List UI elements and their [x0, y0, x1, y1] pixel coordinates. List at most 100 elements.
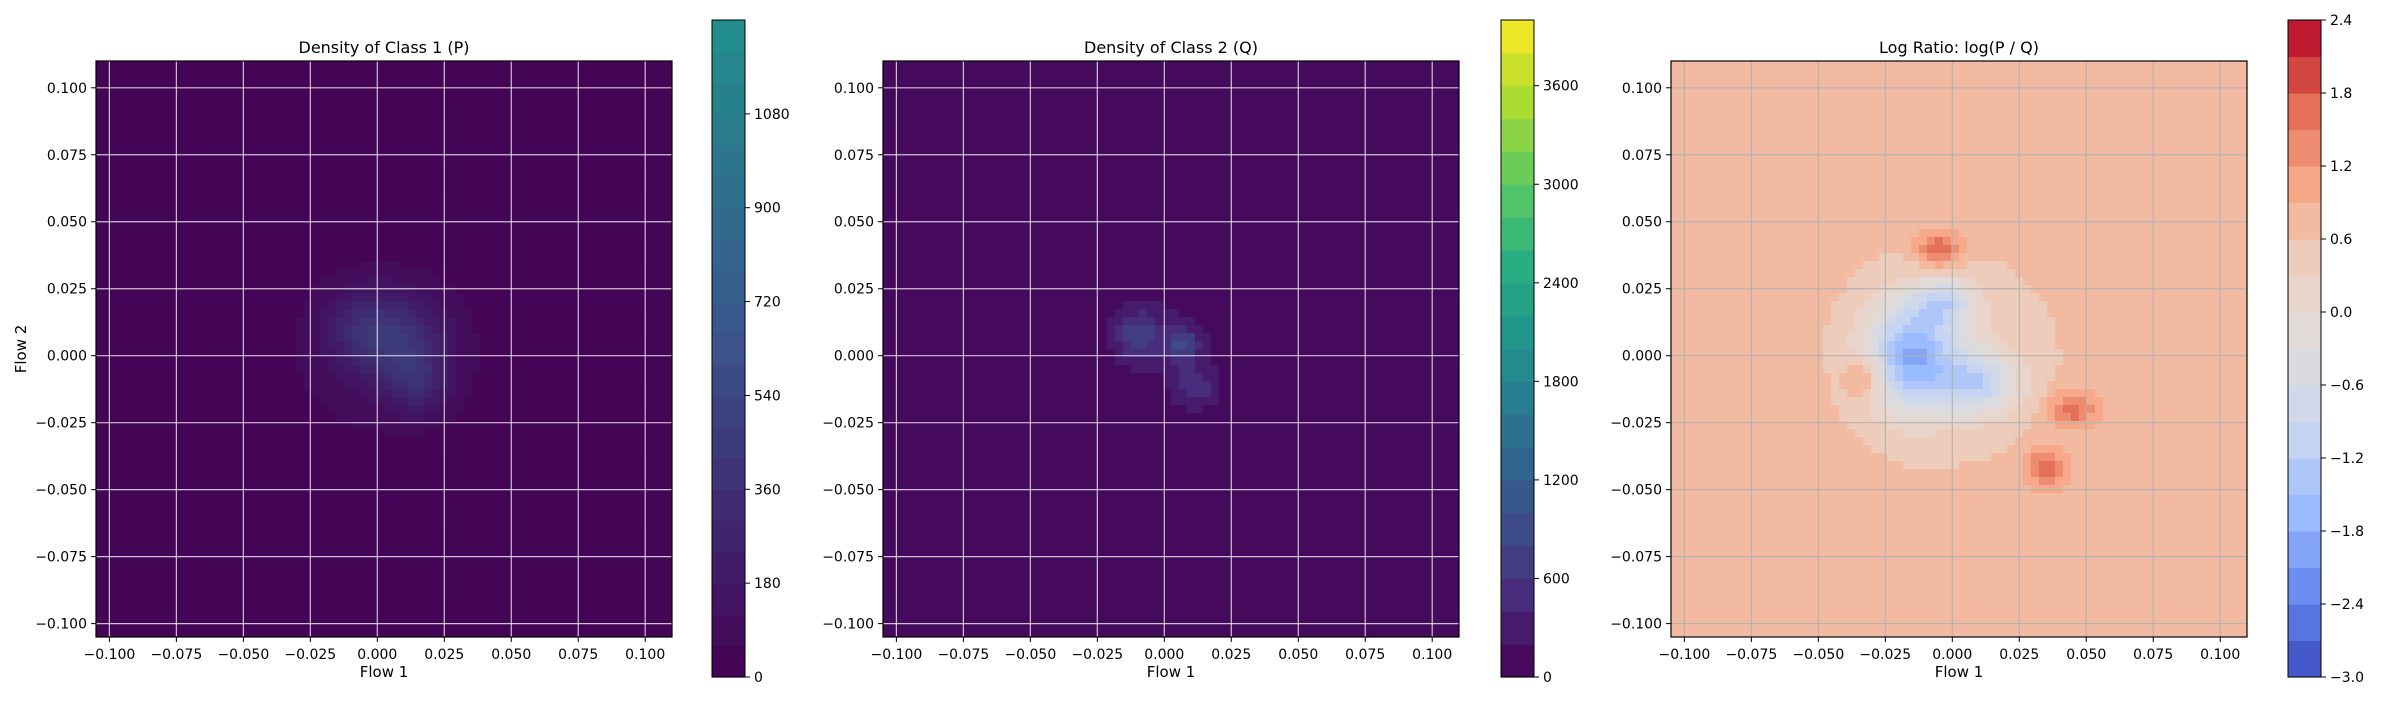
heatmap-cell: [192, 604, 201, 614]
heatmap-cell: [616, 205, 625, 214]
heatmap-cell: [215, 548, 225, 558]
heatmap-cell: [104, 213, 113, 222]
heatmap-cell: [567, 85, 577, 94]
heatmap-cell: [600, 365, 609, 374]
heatmap-cell: [575, 141, 585, 150]
heatmap-cell: [511, 61, 521, 70]
heatmap-cell: [128, 180, 137, 190]
heatmap-cell: [384, 124, 393, 134]
heatmap-cell: [591, 437, 601, 446]
heatmap-cell: [536, 293, 545, 302]
heatmap-cell: [240, 316, 249, 326]
heatmap-cell: [256, 268, 265, 278]
heatmap-cell: [176, 493, 185, 502]
heatmap-cell: [392, 100, 401, 110]
heatmap-cell: [528, 429, 537, 438]
heatmap-cell: [488, 324, 497, 334]
heatmap-cell: [328, 509, 337, 518]
heatmap-cell: [600, 61, 609, 70]
heatmap-cell: [367, 517, 377, 526]
heatmap-cell: [392, 581, 401, 590]
heatmap-cell: [447, 100, 457, 110]
heatmap-cell: [536, 509, 545, 518]
heatmap-cell: [151, 437, 161, 446]
heatmap-cell: [552, 61, 561, 70]
heatmap-cell: [431, 404, 441, 414]
heatmap-cell: [200, 525, 209, 534]
heatmap-cell: [600, 412, 609, 422]
heatmap-cell: [312, 244, 321, 254]
heatmap-cell: [616, 349, 625, 358]
heatmap-cell: [600, 525, 609, 534]
heatmap-cell: [591, 149, 601, 158]
heatmap-cell: [312, 460, 321, 470]
heatmap-cell: [519, 277, 529, 286]
heatmap-cell: [344, 540, 353, 550]
heatmap-cell: [176, 581, 185, 590]
heatmap-cell: [575, 509, 585, 518]
heatmap-cell: [96, 365, 105, 374]
heatmap-cell: [215, 309, 225, 318]
heatmap-cell: [168, 149, 177, 158]
heatmap-cell: [168, 604, 177, 614]
heatmap-cell: [184, 309, 193, 318]
heatmap-cell: [135, 381, 145, 390]
heatmap-cell: [472, 540, 481, 550]
heatmap-cell: [519, 437, 529, 446]
heatmap-cell: [344, 165, 353, 174]
heatmap-cell: [287, 116, 297, 126]
heatmap-cell: [575, 133, 585, 142]
heatmap-cell: [128, 476, 137, 486]
heatmap-cell: [223, 316, 233, 326]
heatmap-cell: [447, 324, 457, 334]
heatmap-cell: [447, 172, 457, 182]
heatmap-cell: [159, 468, 169, 478]
heatmap-cell: [143, 229, 153, 238]
heatmap-cell: [663, 133, 672, 142]
heatmap-cell: [312, 509, 321, 518]
heatmap-cell: [295, 85, 305, 94]
heatmap-cell: [632, 124, 641, 134]
heatmap-cell: [104, 468, 113, 478]
heatmap-cell: [575, 157, 585, 166]
heatmap-cell: [400, 268, 409, 278]
heatmap-cell: [312, 565, 321, 574]
heatmap-cell: [456, 421, 465, 430]
heatmap-cell: [272, 149, 281, 158]
heatmap-cell: [639, 404, 649, 414]
heatmap-cell: [519, 213, 529, 222]
heatmap-cell: [400, 293, 409, 302]
heatmap-cell: [272, 468, 281, 478]
heatmap-cell: [472, 260, 481, 270]
heatmap-cell: [583, 69, 593, 78]
heatmap-cell: [120, 229, 129, 238]
heatmap-cell: [375, 460, 385, 470]
heatmap-cell: [495, 141, 505, 150]
heatmap-cell: [192, 100, 201, 110]
heatmap-cell: [583, 93, 593, 102]
heatmap-cell: [375, 604, 385, 614]
heatmap-cell: [200, 221, 209, 230]
heatmap-cell: [135, 244, 145, 254]
heatmap-cell: [647, 268, 657, 278]
heatmap-cell: [480, 349, 489, 358]
heatmap-cell: [176, 61, 185, 70]
heatmap-cell: [384, 429, 393, 438]
heatmap-cell: [480, 388, 489, 398]
heatmap-cell: [231, 573, 241, 582]
heatmap-cell: [248, 324, 257, 334]
heatmap-cell: [431, 437, 441, 446]
heatmap-cell: [312, 349, 321, 358]
heatmap-cell: [591, 316, 601, 326]
heatmap-cell: [511, 429, 521, 438]
heatmap-cell: [215, 324, 225, 334]
heatmap-cell: [384, 540, 393, 550]
heatmap-cell: [503, 180, 513, 190]
heatmap-cell: [600, 141, 609, 150]
heatmap-cell: [408, 124, 417, 134]
heatmap-cell: [272, 573, 281, 582]
heatmap-cell: [287, 244, 297, 254]
heatmap-cell: [528, 141, 537, 150]
heatmap-cell: [423, 237, 433, 246]
heatmap-cell: [423, 540, 433, 550]
